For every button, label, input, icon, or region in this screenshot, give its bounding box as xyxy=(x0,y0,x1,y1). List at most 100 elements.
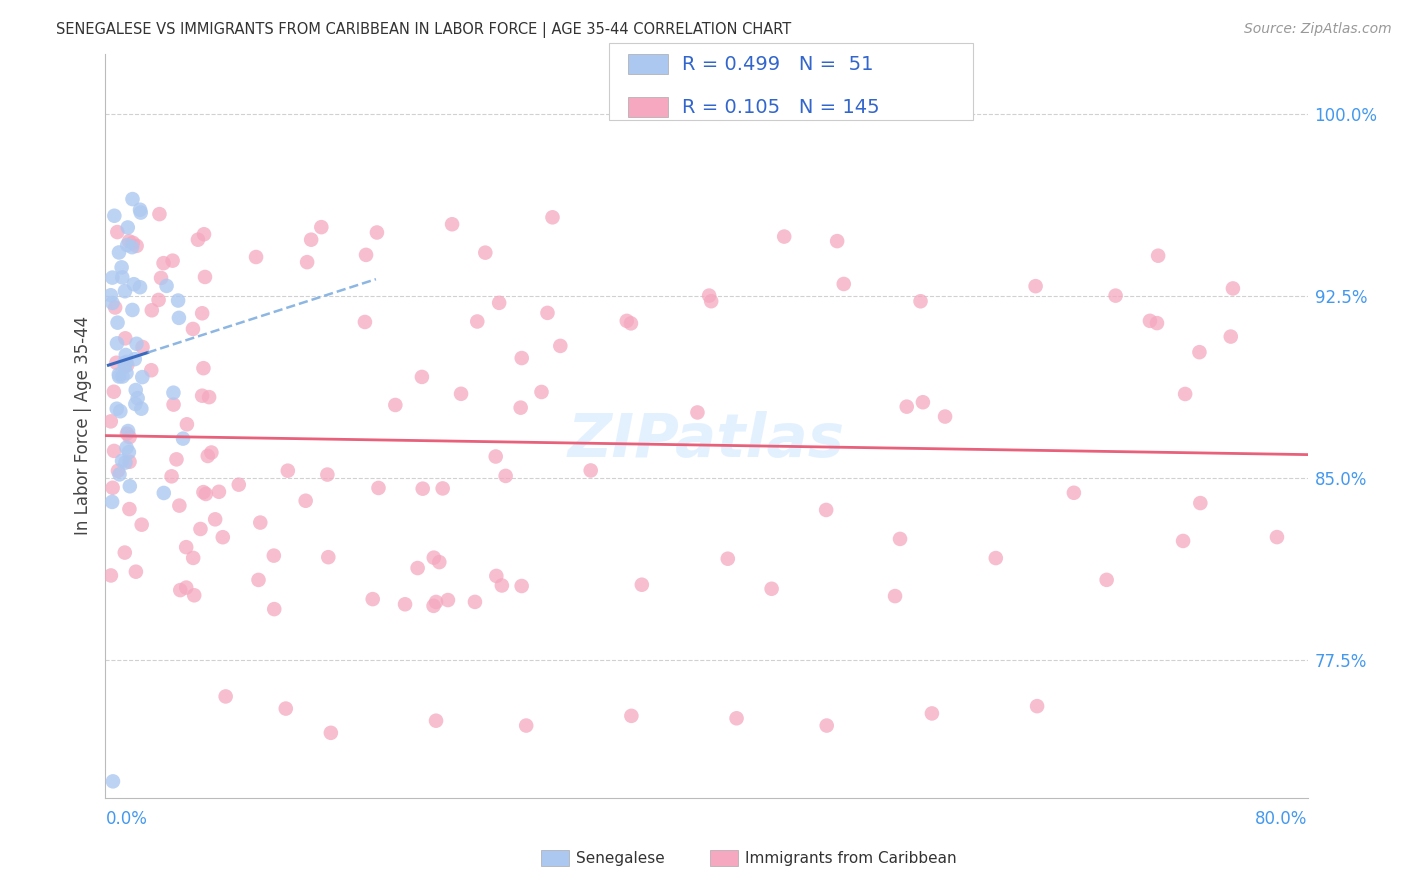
Point xyxy=(211,530,233,544)
Point xyxy=(118,445,141,459)
Point xyxy=(152,256,174,270)
Point xyxy=(129,205,152,219)
Point xyxy=(108,368,131,382)
Point xyxy=(1104,288,1126,302)
Point xyxy=(118,455,141,469)
Point xyxy=(111,260,134,275)
Point xyxy=(114,456,136,470)
Point xyxy=(616,314,638,328)
Point xyxy=(464,595,486,609)
Text: ZIPatlas: ZIPatlas xyxy=(568,411,845,470)
Point xyxy=(815,503,838,517)
Point xyxy=(450,386,472,401)
Point xyxy=(620,709,643,723)
Point xyxy=(465,314,488,328)
Point xyxy=(101,495,124,509)
Point xyxy=(111,270,134,285)
Point xyxy=(191,389,214,403)
Point xyxy=(491,578,513,592)
Point xyxy=(141,303,163,318)
Point xyxy=(921,706,943,721)
Point xyxy=(485,450,508,464)
Point xyxy=(160,469,183,483)
Point xyxy=(214,690,236,704)
Point xyxy=(1146,316,1168,330)
Point xyxy=(114,356,136,370)
Point xyxy=(1025,279,1047,293)
Point xyxy=(884,589,907,603)
Point xyxy=(318,550,340,565)
Point xyxy=(247,573,270,587)
Point xyxy=(832,277,855,291)
Point xyxy=(510,579,533,593)
Point xyxy=(245,250,267,264)
Point xyxy=(422,599,444,613)
Text: SENEGALESE VS IMMIGRANTS FROM CARIBBEAN IN LABOR FORCE | AGE 35-44 CORRELATION C: SENEGALESE VS IMMIGRANTS FROM CARIBBEAN … xyxy=(56,22,792,38)
Point xyxy=(104,301,127,315)
Point xyxy=(1219,329,1241,343)
Point xyxy=(183,588,205,602)
Point xyxy=(510,351,533,365)
Point xyxy=(541,211,564,225)
Point xyxy=(103,444,125,458)
Point xyxy=(121,240,143,254)
Point xyxy=(485,569,508,583)
Point xyxy=(686,405,709,419)
Point xyxy=(101,774,124,789)
Point xyxy=(197,449,219,463)
Point xyxy=(117,220,139,235)
Point xyxy=(412,482,434,496)
Point xyxy=(889,532,911,546)
Point xyxy=(193,485,215,500)
Text: Immigrants from Caribbean: Immigrants from Caribbean xyxy=(745,851,957,865)
Point xyxy=(117,424,139,438)
Point xyxy=(620,317,643,331)
Point xyxy=(815,718,838,732)
Point xyxy=(1139,314,1161,328)
Point xyxy=(700,294,723,309)
Point xyxy=(277,464,299,478)
Point xyxy=(274,701,297,715)
Point xyxy=(181,322,204,336)
Point xyxy=(1188,345,1211,359)
Point xyxy=(100,568,122,582)
Point xyxy=(411,370,433,384)
Point xyxy=(295,255,318,269)
Point xyxy=(108,467,131,482)
Point xyxy=(1222,281,1244,295)
Point xyxy=(263,602,285,616)
Point xyxy=(111,454,134,468)
Point xyxy=(167,310,190,325)
Point xyxy=(162,253,184,268)
Point xyxy=(354,315,377,329)
Point xyxy=(155,279,177,293)
Point xyxy=(194,269,217,284)
Point xyxy=(131,340,153,354)
Point xyxy=(148,293,170,307)
Point xyxy=(121,235,143,250)
Point xyxy=(101,270,124,285)
Point xyxy=(105,401,128,416)
Point xyxy=(316,467,339,482)
Point xyxy=(697,288,720,302)
Point xyxy=(354,248,377,262)
Point xyxy=(773,229,796,244)
Point xyxy=(228,477,250,491)
Point xyxy=(108,369,131,384)
Point xyxy=(129,280,152,294)
Point xyxy=(910,294,932,309)
Point xyxy=(495,469,517,483)
Point xyxy=(166,452,188,467)
Point xyxy=(425,595,447,609)
Point xyxy=(131,517,153,532)
Point xyxy=(131,370,153,384)
Point xyxy=(717,551,740,566)
Point xyxy=(167,293,190,308)
Point xyxy=(509,401,531,415)
Point xyxy=(125,565,148,579)
Point xyxy=(169,583,191,598)
Point xyxy=(118,430,141,444)
Point xyxy=(152,486,174,500)
Point xyxy=(107,464,129,478)
Point xyxy=(125,383,148,397)
